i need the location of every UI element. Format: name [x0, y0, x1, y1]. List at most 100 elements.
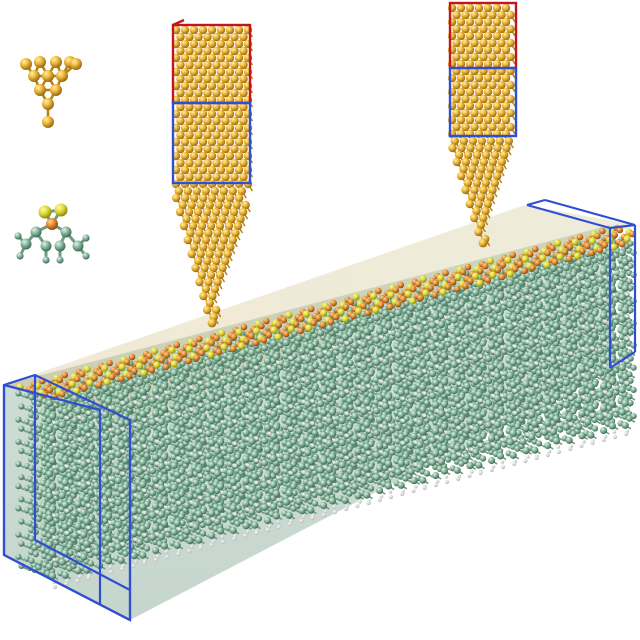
- hydrogen-atom: [190, 544, 194, 549]
- substrate-atom: [475, 461, 483, 469]
- substrate-atom: [440, 445, 448, 453]
- substrate-atom: [459, 444, 466, 452]
- substrate-atom: [549, 406, 558, 414]
- substrate-atom: [367, 485, 375, 492]
- substrate-atom: [381, 473, 389, 481]
- substrate-atom: [440, 467, 448, 475]
- substrate-atom: [397, 459, 405, 467]
- substrate-atom: [453, 418, 461, 426]
- hydrogen-atom: [276, 497, 281, 502]
- substrate-atom: [496, 430, 504, 438]
- substrate-atom: [87, 551, 94, 559]
- hydrogen-atom: [289, 471, 294, 475]
- substrate-atom: [587, 431, 595, 439]
- hydrogen-atom: [457, 426, 462, 430]
- substrate-atom: [488, 434, 496, 442]
- substrate-atom: [346, 490, 353, 497]
- substrate-atom: [565, 436, 573, 444]
- hydrogen-atom: [199, 495, 203, 500]
- substrate-atom: [506, 416, 514, 424]
- hydrogen-atom: [388, 467, 393, 472]
- substrate-atom: [31, 544, 38, 551]
- substrate-atom: [226, 491, 234, 499]
- hydrogen-atom: [591, 413, 595, 417]
- substrate-atom: [367, 476, 374, 483]
- substrate-atom: [429, 436, 437, 444]
- substrate-atom: [152, 524, 160, 532]
- substrate-atom: [597, 391, 605, 399]
- substrate-atom: [93, 526, 101, 534]
- substrate-atom: [552, 392, 561, 401]
- hydrogen-atom: [302, 492, 306, 497]
- substrate-atom: [208, 487, 216, 495]
- hydrogen-atom: [379, 450, 384, 454]
- hydrogen-atom: [435, 435, 440, 439]
- hydrogen-atom: [267, 480, 272, 484]
- substrate-atom: [186, 537, 194, 545]
- substrate-atom: [531, 398, 539, 406]
- hydrogen-atom: [190, 500, 194, 505]
- hydrogen-atom: [164, 527, 169, 532]
- substrate-atom: [199, 499, 206, 506]
- hydrogen-atom: [470, 469, 474, 474]
- substrate-atom: [328, 475, 336, 483]
- substrate-atom: [376, 464, 384, 472]
- hydrogen-atom: [87, 548, 91, 552]
- substrate-atom: [621, 421, 629, 429]
- hydrogen-atom: [52, 557, 57, 562]
- hydrogen-atom: [388, 490, 393, 494]
- substrate-atom: [291, 489, 298, 497]
- hydrogen-atom: [612, 430, 617, 434]
- substrate-atom: [535, 431, 542, 438]
- substrate-atom: [83, 540, 91, 548]
- substrate-atom: [160, 520, 168, 528]
- substrate-atom: [149, 533, 157, 542]
- substrate-atom: [15, 531, 22, 538]
- hydrogen-atom: [332, 460, 337, 465]
- substrate-atom: [149, 511, 157, 519]
- substrate-atom: [584, 396, 592, 404]
- substrate-atom: [565, 414, 573, 422]
- substrate-atom: [605, 413, 614, 421]
- substrate-atom: [373, 451, 381, 459]
- substrate-atom: [419, 450, 427, 458]
- hydrogen-atom: [155, 532, 160, 537]
- hydrogen-atom: [401, 467, 406, 471]
- substrate-atom: [630, 386, 637, 393]
- substrate-atom: [66, 543, 73, 550]
- substrate-atom: [402, 475, 409, 482]
- substrate-atom: [192, 523, 200, 531]
- substrate-atom: [351, 456, 359, 464]
- hydrogen-atom: [603, 390, 608, 394]
- substrate-atom: [544, 441, 552, 450]
- substrate-atom: [528, 411, 536, 419]
- hydrogen-atom: [143, 533, 147, 537]
- hydrogen-atom: [414, 440, 418, 445]
- substrate-atom: [58, 536, 66, 544]
- substrate-atom: [458, 438, 465, 445]
- substrate-atom: [255, 462, 262, 469]
- hydrogen-atom: [535, 428, 539, 432]
- substrate-atom: [183, 501, 191, 509]
- substrate-atom: [282, 498, 290, 506]
- substrate-atom: [367, 454, 374, 461]
- substrate-atom: [423, 439, 430, 446]
- substrate-atom: [328, 452, 336, 461]
- substrate-atom: [328, 497, 336, 505]
- hydrogen-atom: [121, 516, 125, 520]
- hydrogen-atom: [625, 407, 629, 411]
- hydrogen-atom: [547, 449, 552, 454]
- substrate-atom: [429, 458, 437, 466]
- substrate-atom: [384, 482, 392, 490]
- substrate-atom: [285, 489, 293, 497]
- substrate-atom: [28, 557, 35, 564]
- substrate-atom: [463, 426, 471, 434]
- hydrogen-atom: [388, 445, 393, 450]
- substrate-atom: [239, 486, 247, 494]
- substrate-atom: [367, 432, 374, 439]
- hydrogen-atom: [87, 525, 91, 530]
- hydrogen-atom: [177, 527, 181, 531]
- substrate-atom: [416, 463, 424, 471]
- substrate-atom: [407, 468, 415, 476]
- substrate-atom: [264, 516, 272, 525]
